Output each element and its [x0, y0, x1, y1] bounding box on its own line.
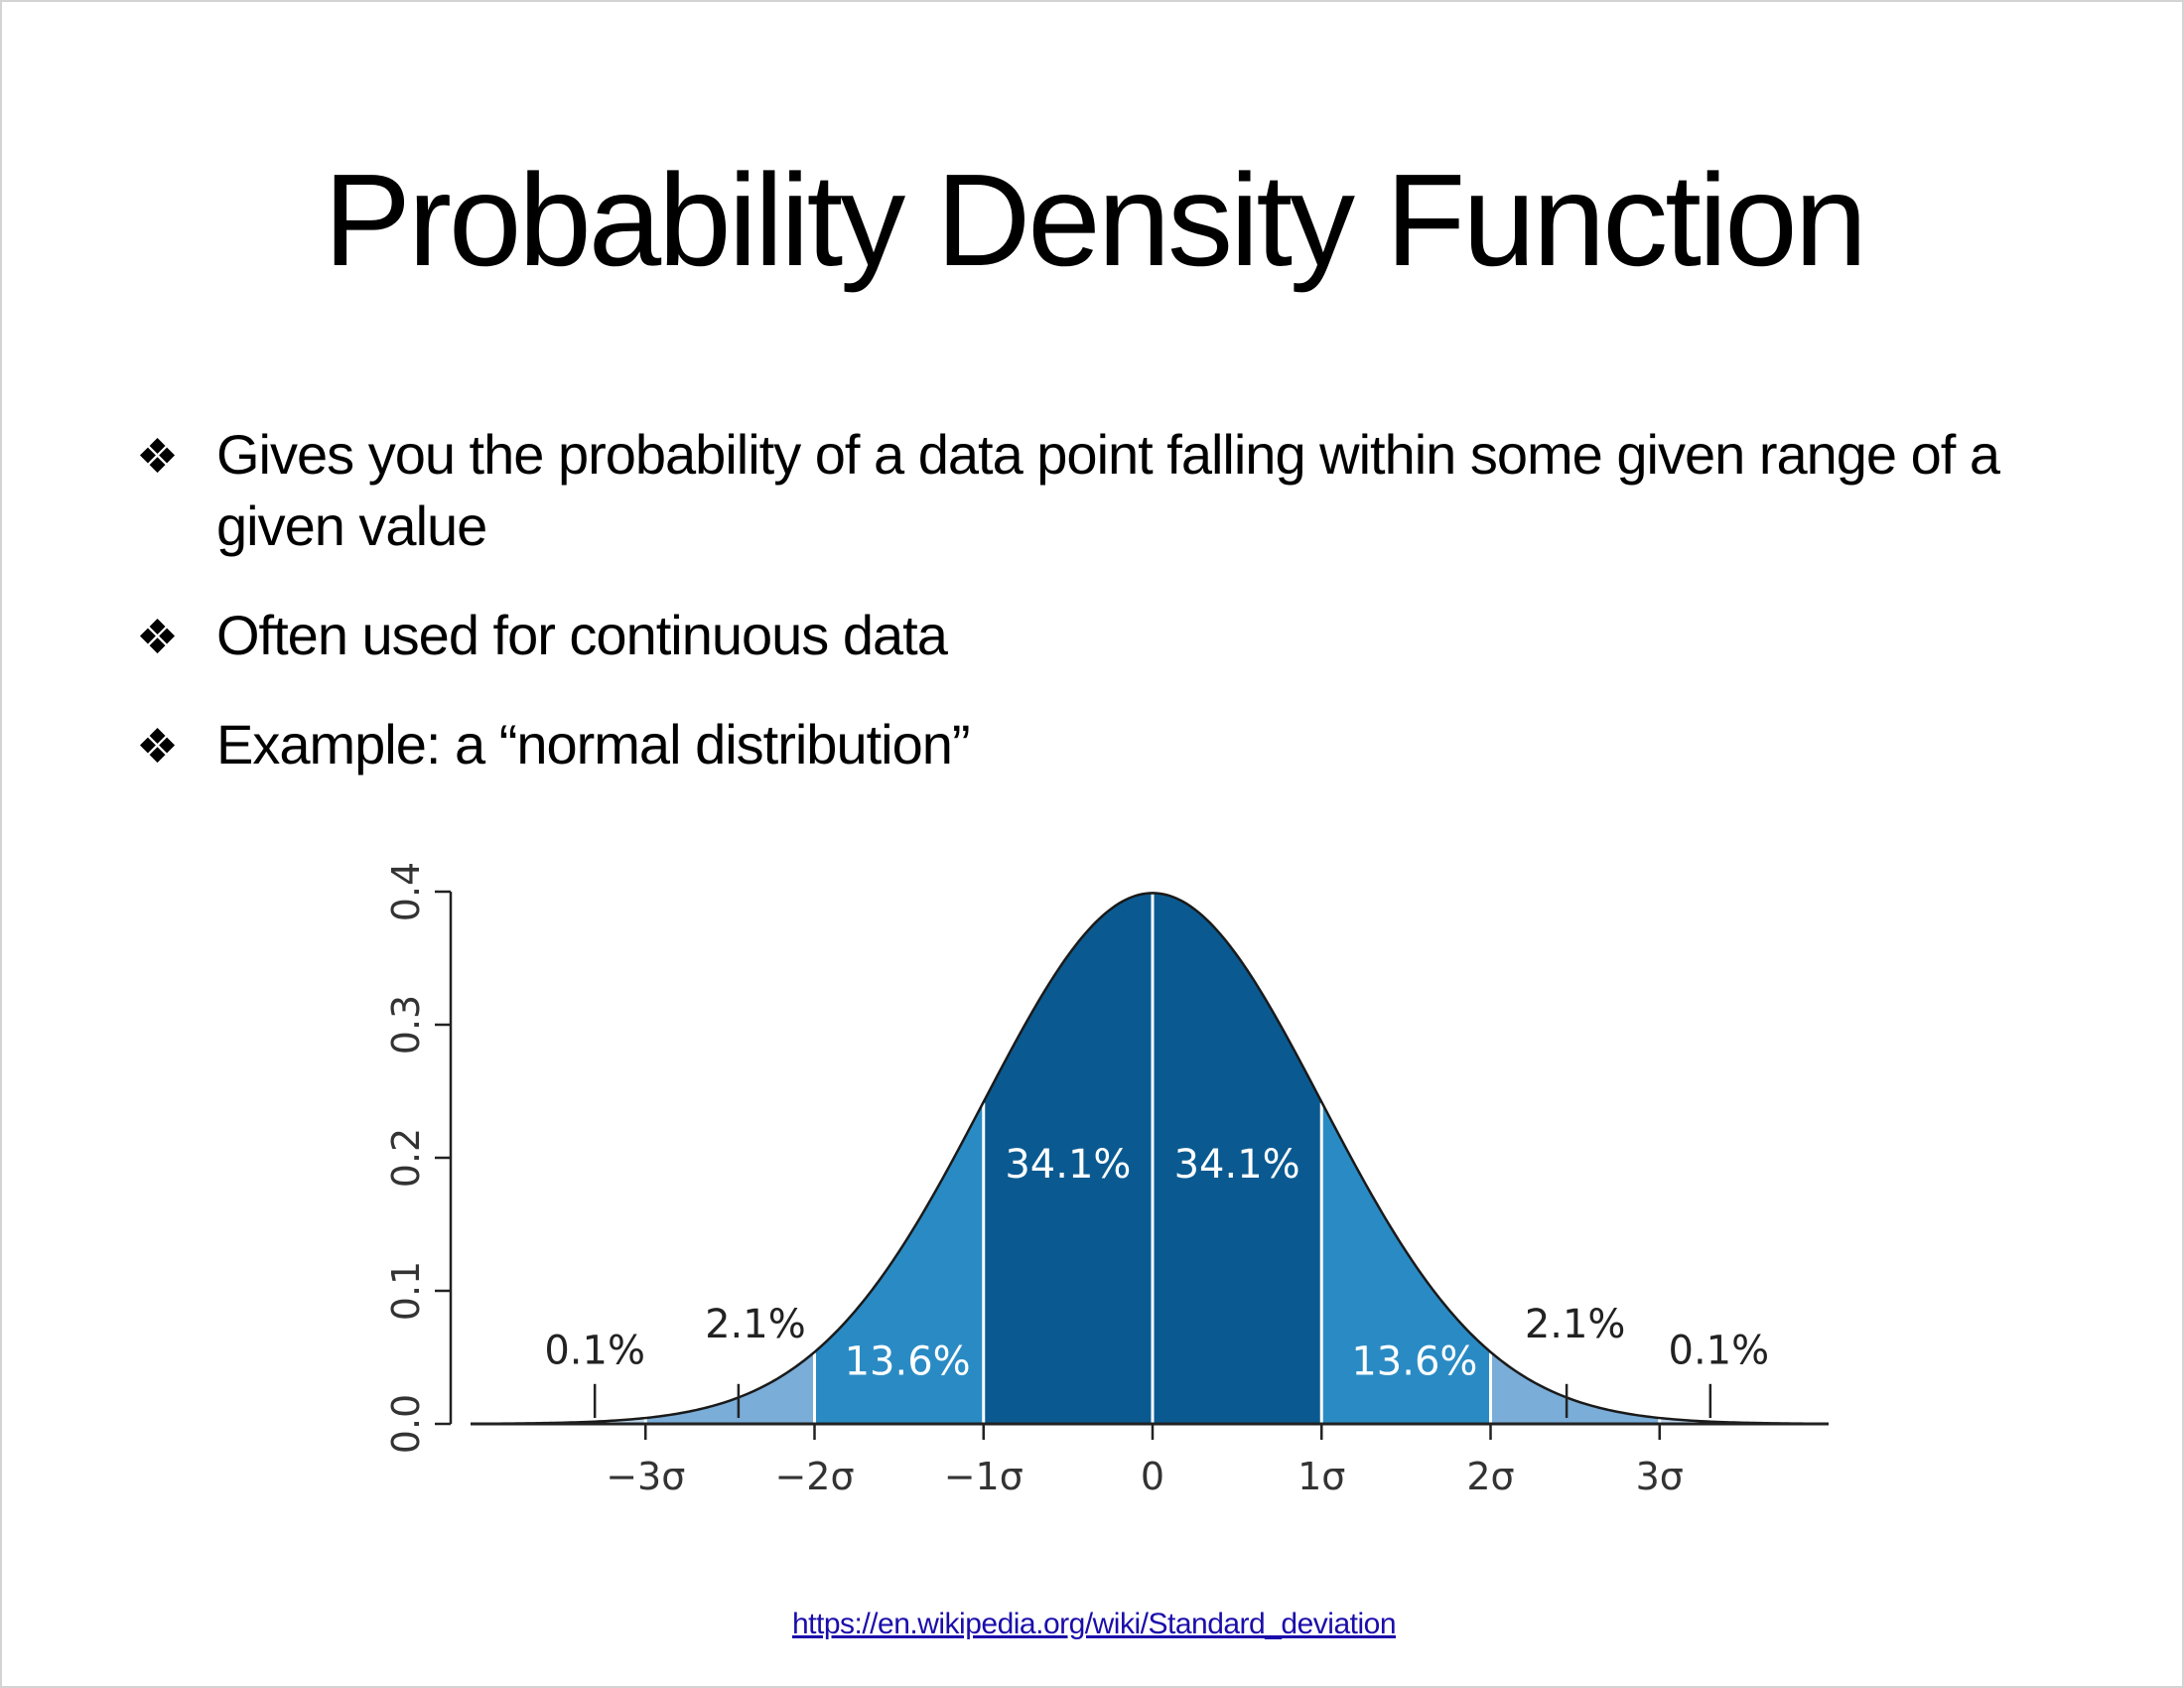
- bullet-text: Example: a “normal distribution”: [216, 713, 971, 775]
- bullet-text: Gives you the probability of a data poin…: [216, 423, 2000, 557]
- x-tick-label: −3σ: [606, 1455, 685, 1498]
- diamond-bullet-icon: ❖: [136, 610, 179, 665]
- x-tick-label: 2σ: [1466, 1455, 1514, 1498]
- band-label: 34.1%: [1005, 1142, 1131, 1188]
- band-label: 34.1%: [1174, 1142, 1300, 1188]
- band-label: 2.1%: [705, 1302, 806, 1347]
- band-label: 2.1%: [1525, 1302, 1626, 1347]
- band-area: [1153, 893, 1322, 1424]
- diamond-bullet-icon: ❖: [136, 429, 179, 485]
- slide-title: Probability Density Function: [323, 147, 1867, 293]
- y-tick-label: 0.2: [384, 1128, 428, 1188]
- band-label: 0.1%: [1669, 1329, 1770, 1374]
- density-curve: [476, 892, 1830, 1426]
- bullet-text: Often used for continuous data: [216, 604, 948, 666]
- y-tick-label: 0.4: [384, 862, 428, 921]
- bullet-list: ❖ Gives you the probability of a data po…: [131, 419, 2067, 780]
- x-tick-label: 0: [1141, 1455, 1164, 1498]
- band-label: 13.6%: [845, 1338, 971, 1384]
- band-area: [1490, 1351, 1660, 1424]
- bullet-item: ❖ Often used for continuous data: [131, 600, 2067, 671]
- x-tick-label: −1σ: [944, 1455, 1024, 1498]
- band-area: [645, 1351, 815, 1424]
- band-area: [983, 893, 1153, 1424]
- y-tick-label: 0.0: [384, 1394, 428, 1454]
- band-label: 13.6%: [1351, 1338, 1477, 1384]
- source-link[interactable]: https://en.wikipedia.org/wiki/Standard_d…: [791, 1608, 1397, 1640]
- y-tick-label: 0.1: [384, 1261, 428, 1321]
- normal-distribution-chart: 0.0 0.1 0.2 0.3 0.4 −3σ −2σ −1σ 0 1σ 2σ 3σ 34.1% 34.1…: [384, 862, 1830, 1498]
- x-tick-label: 1σ: [1297, 1455, 1345, 1498]
- x-tick-label: 3σ: [1636, 1455, 1684, 1498]
- bullet-item: ❖ Example: a “normal distribution”: [131, 709, 2067, 780]
- bullet-item: ❖ Gives you the probability of a data po…: [131, 419, 2067, 562]
- diamond-bullet-icon: ❖: [136, 719, 179, 774]
- x-tick-label: −2σ: [774, 1455, 854, 1498]
- band-label: 0.1%: [544, 1329, 645, 1374]
- y-tick-label: 0.3: [384, 995, 428, 1055]
